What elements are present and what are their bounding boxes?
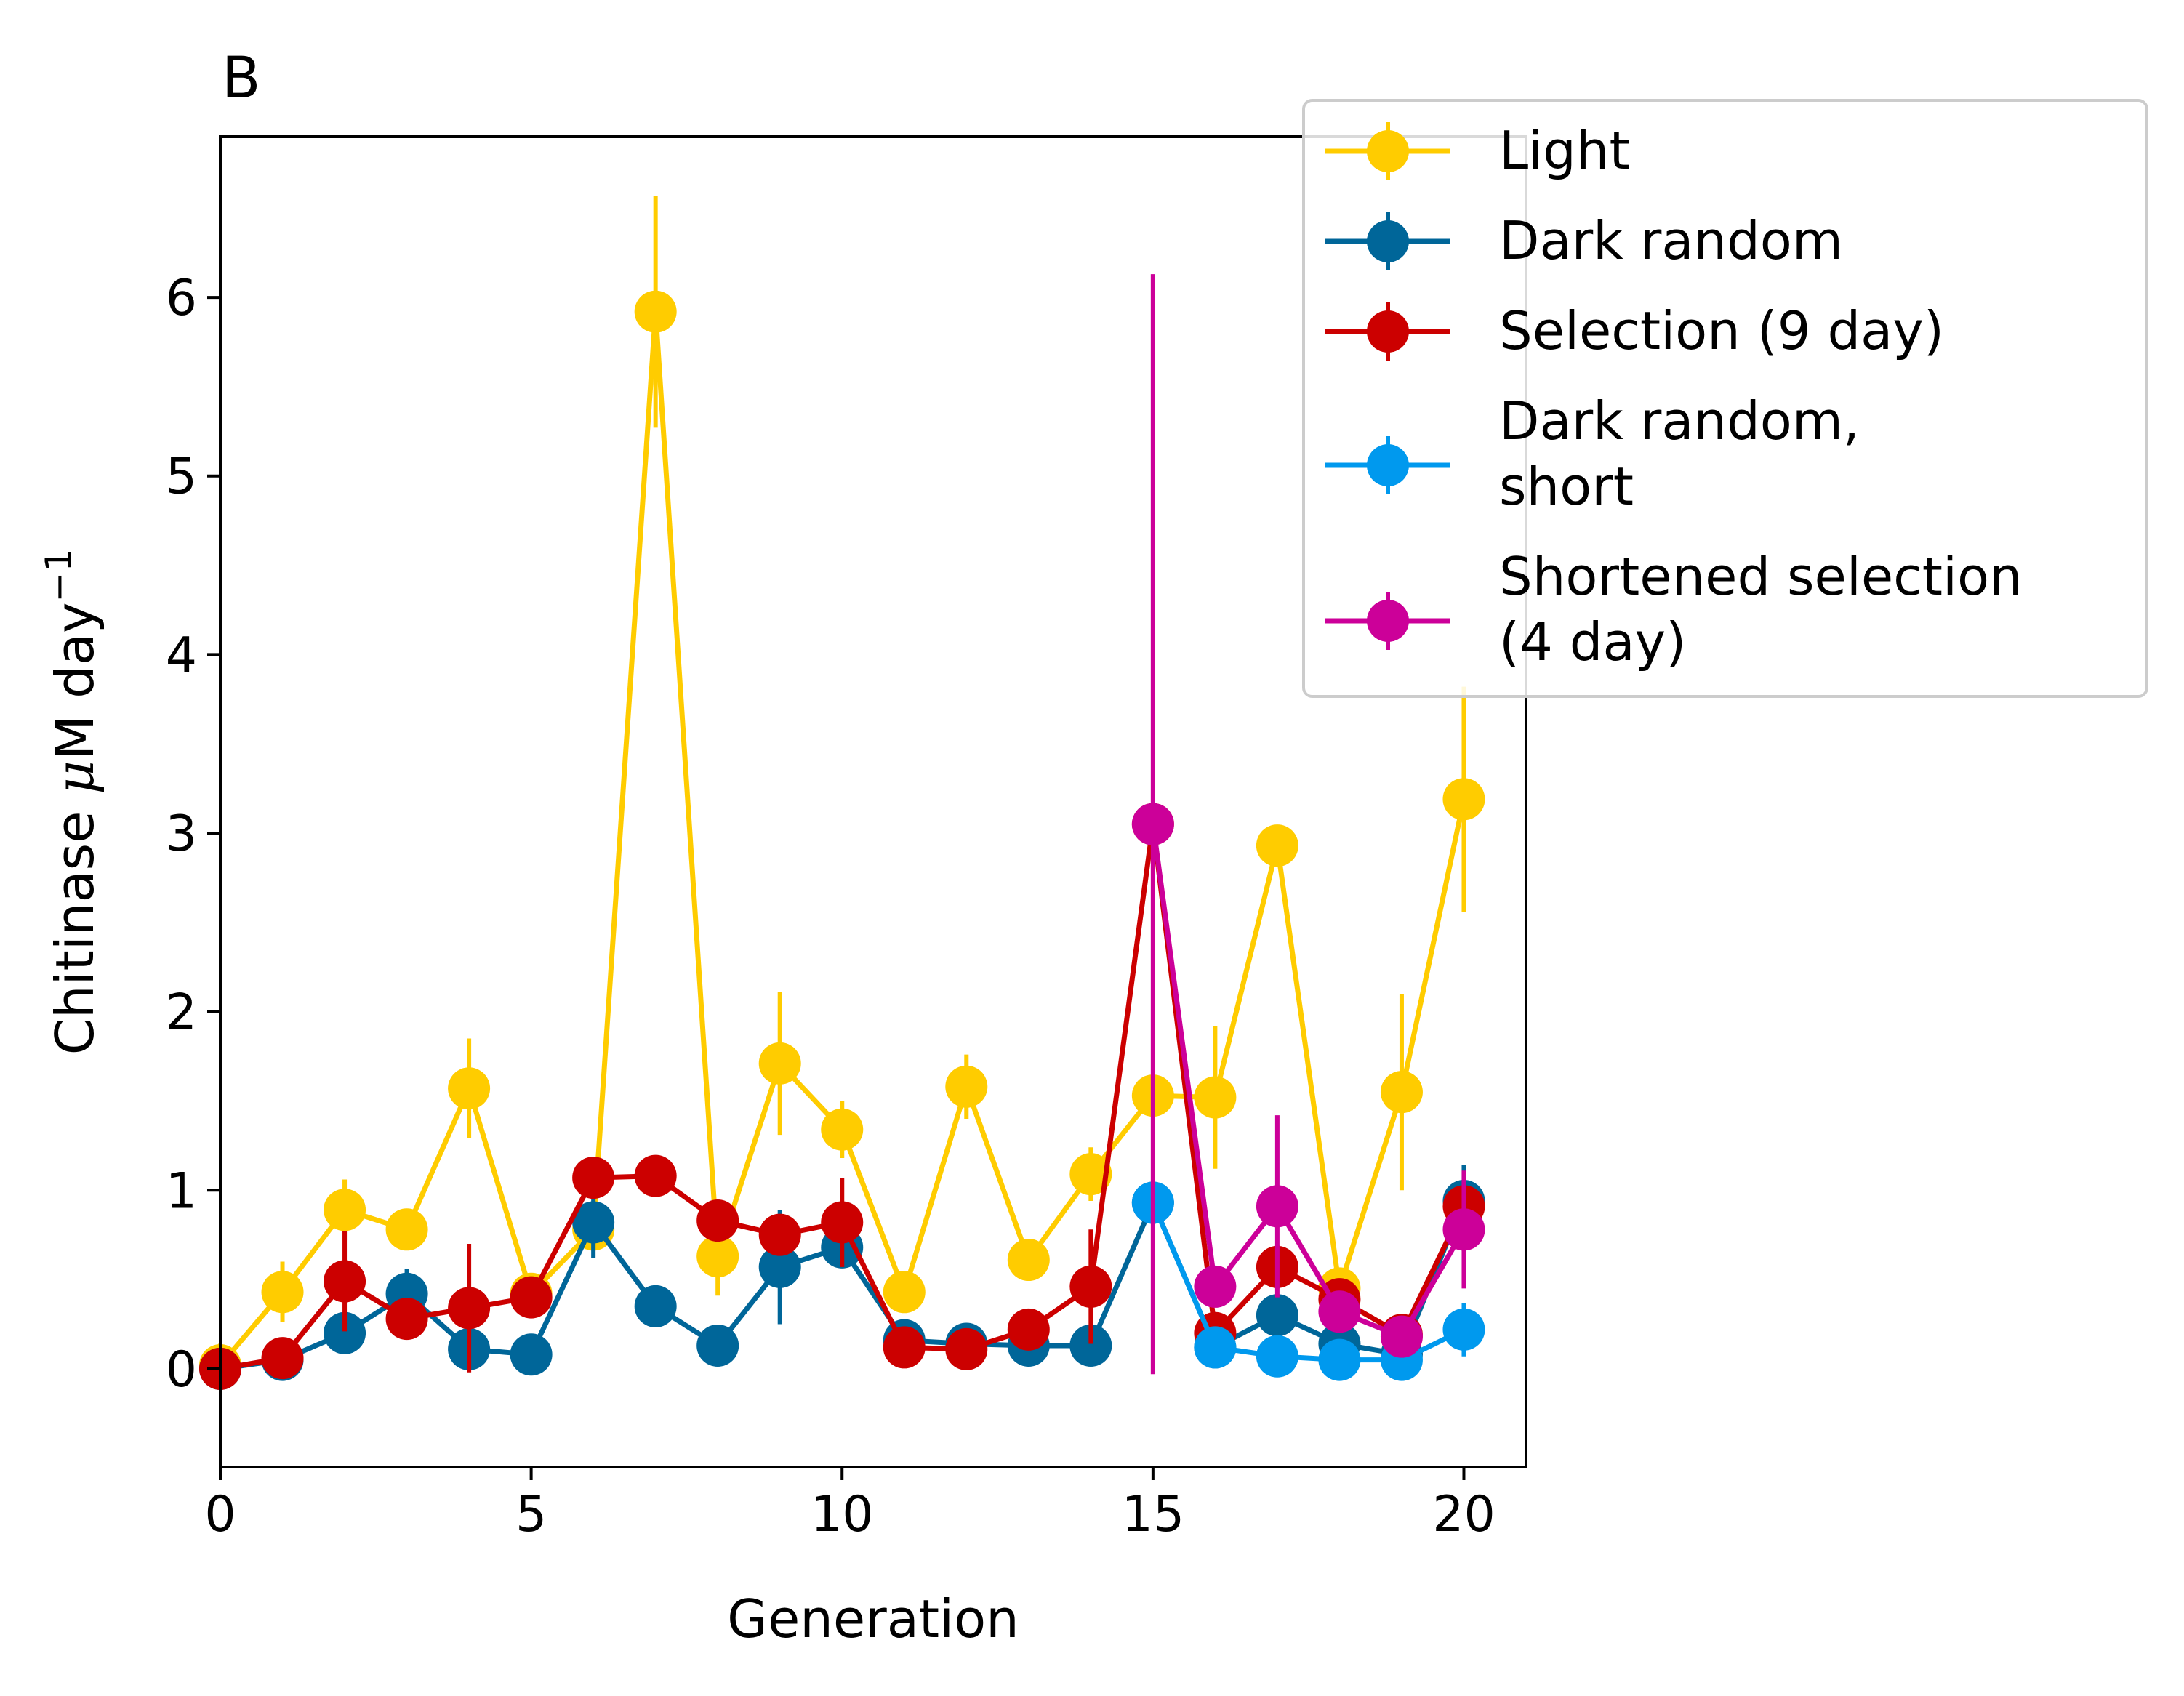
data-point [572,1157,615,1199]
data-point [448,1287,491,1330]
plot-frame [219,135,1527,1468]
data-point [1194,1326,1237,1369]
data-point [1256,824,1298,867]
legend-label: Selection (9 day) [1499,300,1944,361]
series-5 [1131,274,1485,1375]
data-point [1256,1185,1298,1228]
data-point [1380,1071,1423,1114]
data-point [324,1189,366,1231]
legend-entry: Shortened selection (4 day) [1325,546,2023,672]
data-point [1194,1265,1237,1308]
series-4 [1131,1181,1485,1381]
data-point [883,1326,926,1369]
y-tick-label: 4 [166,627,197,684]
data-point [821,1108,864,1151]
data-point [510,1276,553,1319]
data-point [385,1298,428,1341]
legend-entry: Dark random, short [1325,390,1860,517]
data-point [758,1245,801,1288]
series-1 [199,196,1485,1387]
data-point [324,1260,366,1303]
y-axis-title-unit: M day [44,602,105,760]
data-point [696,1324,739,1367]
legend-entry: Light [1325,120,1630,181]
data-point [324,1311,366,1354]
y-axis: 0 1 2 3 4 5 6 [166,270,220,1399]
x-tick-label: 20 [1432,1486,1496,1543]
legend-label: Light [1499,120,1630,181]
legend: Light Dark random Selection (9 day) Dark ra… [1302,99,2148,698]
legend-marker [1367,130,1409,172]
y-axis-title: Chitinase μM day−1 [38,549,105,1056]
legend-entry: Selection (9 day) [1325,300,1944,361]
data-point [572,1201,615,1244]
data-point [261,1337,304,1380]
legend-label: short [1499,456,1634,517]
data-point [385,1208,428,1251]
data-point [634,1285,677,1327]
legend-box [1302,99,2148,698]
y-axis-title-exponent: −1 [38,549,80,603]
data-point [1069,1265,1112,1308]
x-axis: 0 5 10 15 20 [204,1467,1496,1543]
legend-entry: Dark random [1325,210,1843,271]
data-point [1442,1308,1485,1351]
y-tick-label: 5 [166,449,197,506]
x-tick-label: 0 [204,1486,236,1543]
data-point [1256,1335,1298,1378]
data-point [261,1271,304,1314]
data-point [1318,1338,1361,1381]
data-point [1442,1208,1485,1251]
legend-entries: Light Dark random Selection (9 day) Dark ra… [1325,120,2023,672]
data-point [883,1271,926,1314]
legend-label: Shortened selection [1499,546,2023,607]
legend-marker [1367,310,1409,353]
y-tick-label: 2 [166,984,197,1042]
data-point [634,290,677,333]
panel-label: B [222,46,261,111]
legend-marker [1367,600,1409,642]
data-point [696,1235,739,1278]
y-tick-label: 1 [166,1162,197,1220]
plot-area [199,196,1485,1390]
x-axis-title: Generation [727,1588,1019,1649]
legend-label: (4 day) [1499,611,1686,672]
x-tick-label: 10 [811,1486,874,1543]
data-point [1194,1076,1237,1119]
legend-marker [1367,220,1409,262]
data-point [634,1154,677,1197]
data-point [1318,1290,1361,1333]
y-tick-label: 6 [166,270,197,327]
legend-marker [1367,444,1409,486]
x-tick-label: 15 [1122,1486,1185,1543]
series-layer [199,196,1485,1390]
data-point [510,1333,553,1376]
legend-label: Dark random [1499,210,1843,271]
legend-label: Dark random, [1499,390,1860,451]
data-point [758,1042,801,1085]
y-tick-label: 3 [166,805,197,863]
data-point [1380,1315,1423,1358]
data-point [821,1201,864,1244]
data-point [448,1067,491,1110]
data-point [1256,1294,1298,1337]
data-point [1007,1308,1050,1351]
data-point [758,1213,801,1256]
y-tick-label: 0 [166,1341,197,1399]
x-tick-label: 5 [515,1486,547,1543]
data-point [945,1065,988,1108]
data-point [1069,1153,1112,1196]
data-point [1131,803,1174,845]
data-point [1442,778,1485,821]
data-point [1007,1239,1050,1282]
data-point [696,1199,739,1242]
data-point [945,1327,988,1370]
data-point [1069,1324,1112,1367]
y-axis-title-mu: μ [44,760,105,795]
y-axis-title-main: Chitinase [44,795,105,1056]
